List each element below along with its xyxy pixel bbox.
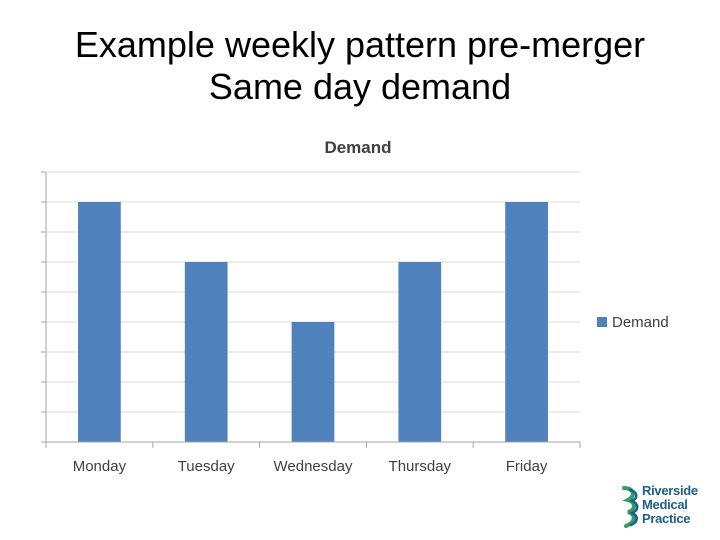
bar-tuesday (184, 262, 228, 442)
legend-swatch (597, 317, 607, 327)
riverside-logo: Riverside Medical Practice (620, 484, 716, 530)
labels-layer: Monday Tuesday Wednesday Thursday Friday (73, 458, 548, 475)
logo-line1: Riverside (642, 483, 698, 498)
legend-label: Demand (612, 314, 669, 331)
bar-wednesday (291, 322, 335, 442)
chart-title: Demand (324, 138, 391, 157)
x-tick-label: Thursday (389, 458, 452, 475)
riverside-logo-icon (622, 486, 639, 528)
bar-monday (78, 202, 121, 442)
chart-legend: Demand (597, 314, 669, 331)
logo-line3: Practice (642, 511, 691, 526)
x-tick-label: Monday (73, 458, 127, 475)
logo-text: Riverside Medical Practice (642, 484, 720, 526)
bars-layer (78, 202, 548, 442)
x-tick-label: Tuesday (178, 458, 235, 475)
bar-friday (505, 202, 548, 442)
x-tick-label: Wednesday (274, 458, 353, 475)
slide-title: Example weekly pattern pre-merger Same d… (0, 24, 720, 108)
logo-line2: Medical (642, 497, 688, 512)
x-tick-label: Friday (506, 458, 548, 475)
axis-layer (41, 171, 581, 448)
bar-thursday (398, 262, 442, 442)
slide-title-line1: Example weekly pattern pre-merger (74, 24, 646, 65)
slide-title-line2: Same day demand (208, 66, 512, 107)
